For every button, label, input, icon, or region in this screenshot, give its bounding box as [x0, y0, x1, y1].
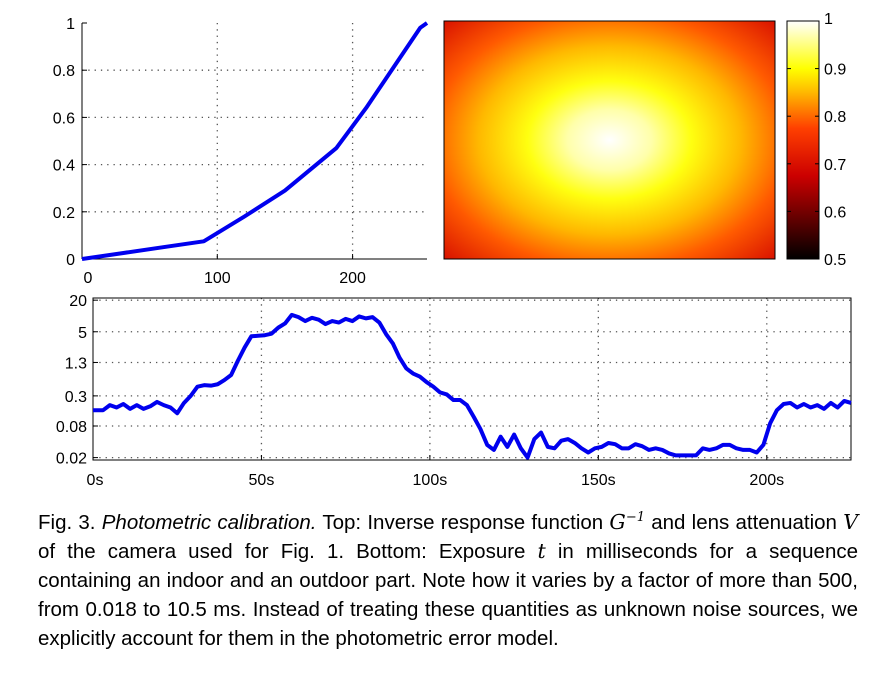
colorbar-tick-label: 0.7: [824, 157, 846, 174]
response-curve: [81, 21, 429, 261]
response-xtick-label: 200: [339, 270, 366, 287]
caption-title: Photometric calibration.: [101, 511, 317, 534]
response-xtick-label: 100: [204, 270, 231, 287]
response-ytick-label: 0.8: [53, 63, 75, 80]
caption-text-2: and lens attenuation: [651, 511, 837, 534]
caption-text-4: in milliseconds for a sequence containin…: [38, 540, 858, 650]
response-axes: [81, 22, 427, 260]
calibration-figure: 0 0.2 0.4 0.6 0.8 1 0 100 200 0.5 0.6 0.7 0.8 0.9 1 0…: [53, 11, 852, 489]
colorbar-tick-label: 0.6: [824, 204, 846, 221]
attenuation-frame: [443, 20, 776, 260]
exposure-xtick-label: 200s: [749, 472, 784, 489]
exposure-ytick-label: 5: [78, 325, 87, 342]
exposure-ytick-label: 1.3: [65, 355, 87, 372]
caption-text-3: of the camera used for Fig. 1. Bottom: E…: [38, 540, 526, 563]
exposure-xtick-label: 100s: [413, 472, 448, 489]
response-ytick-label: 0: [66, 252, 75, 269]
response-ytick-label: 0.4: [53, 158, 75, 175]
v-symbol: V: [843, 510, 858, 534]
figure-caption: Fig. 3. Photometric calibration. Top: In…: [38, 508, 858, 653]
response-chart: 0 0.2 0.4 0.6 0.8 1 0 100 200: [53, 16, 429, 287]
response-tick-labels: 0 0.2 0.4 0.6 0.8 1 0 100 200: [53, 16, 366, 287]
exposure-ytick-label: 0.08: [56, 419, 87, 436]
caption-text-1: Top: Inverse response function: [322, 511, 604, 534]
exposure-frame: [92, 297, 852, 461]
colorbar-tick-labels: 0.5 0.6 0.7 0.8 0.9 1: [787, 11, 846, 269]
caption-label: Fig. 3.: [38, 511, 96, 534]
colorbar-tick-label: 1: [824, 11, 833, 28]
response-ytick-label: 0.6: [53, 110, 75, 127]
response-xtick-label: 0: [84, 270, 93, 287]
g-symbol: G−1: [609, 510, 645, 534]
colorbar: [786, 20, 820, 260]
exposure-curve: [93, 312, 852, 460]
response-grid: [82, 23, 427, 259]
exposure-axes: [92, 297, 852, 461]
colorbar-tick-label: 0.5: [824, 252, 846, 269]
t-symbol: t: [537, 539, 546, 563]
colorbar-tick-label: 0.8: [824, 109, 846, 126]
exposure-xtick-label: 50s: [249, 472, 275, 489]
exposure-ytick-label: 20: [69, 293, 87, 310]
response-ytick-label: 0.2: [53, 205, 75, 222]
response-ytick-label: 1: [66, 16, 75, 33]
exposure-ytick-label: 0.02: [56, 451, 87, 468]
attenuation-heatmap: 0.5 0.6 0.7 0.8 0.9 1: [443, 11, 846, 269]
exposure-ytick-label: 0.3: [65, 389, 87, 406]
attenuation-image: [444, 21, 775, 259]
exposure-grid: [93, 298, 851, 460]
colorbar-tick-label: 0.9: [824, 62, 846, 79]
exposure-xtick-label: 150s: [581, 472, 616, 489]
exposure-xtick-label: 0s: [87, 472, 104, 489]
